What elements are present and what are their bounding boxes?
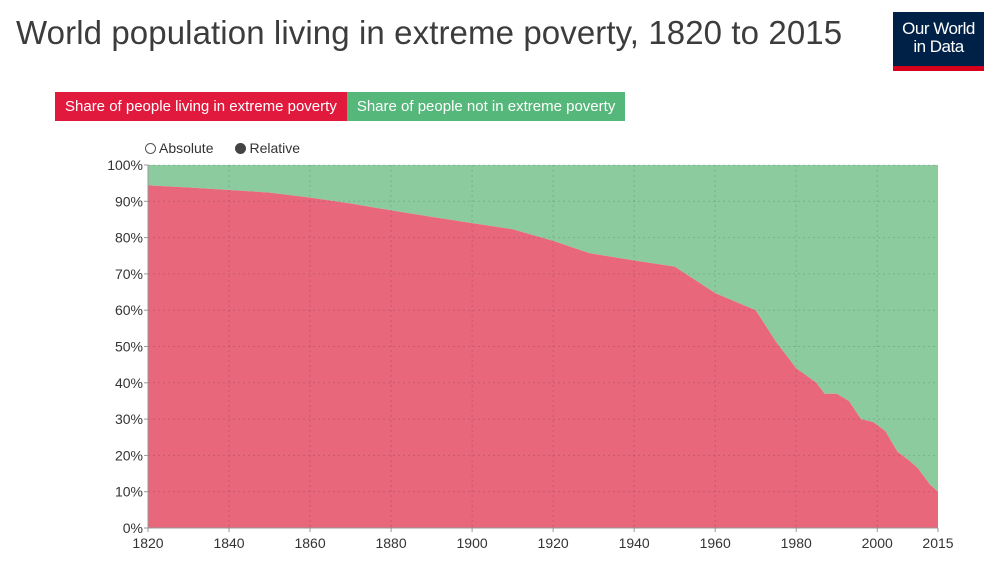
x-tick-label: 1900 (457, 535, 488, 551)
x-tick-label: 1840 (213, 535, 244, 551)
chart-title: World population living in extreme pover… (16, 14, 843, 51)
area-not-extreme-poverty[interactable] (148, 165, 938, 492)
y-tick-label: 0% (123, 520, 143, 536)
x-tick-label: 2000 (862, 535, 893, 551)
legend: Share of people living in extreme povert… (55, 92, 626, 121)
y-tick-label: 80% (115, 230, 143, 246)
radio-empty-icon (145, 142, 156, 154)
y-tick-label: 10% (115, 484, 143, 500)
owid-logo[interactable]: Our World in Data (893, 12, 984, 71)
chart-axes: 0% 10% 20% 30% 40% 50% 60% 70% 80% 90% 100% 1820 184… (107, 157, 954, 551)
x-tick-label: 1860 (294, 535, 325, 551)
relative-label: Relative (249, 140, 301, 156)
legend-item-not-extreme-poverty[interactable]: Share of people not in extreme poverty (346, 92, 626, 121)
area-extreme-poverty[interactable] (148, 185, 938, 528)
x-tick-label: 1960 (700, 535, 731, 551)
x-tick-label: 1980 (781, 535, 812, 551)
relative-radio[interactable]: Relative (235, 140, 300, 156)
x-tick-label: 1880 (375, 535, 406, 551)
absolute-radio[interactable]: Absolute (145, 140, 213, 156)
logo-line-2: in Data (913, 37, 964, 56)
x-tick-label: 1820 (132, 535, 163, 551)
x-tick-label: 2015 (922, 535, 953, 551)
logo-line-1: Our World (902, 19, 975, 38)
radio-filled-icon (235, 142, 247, 154)
y-tick-label: 70% (115, 266, 143, 282)
chart-gridlines (148, 164, 938, 528)
y-tick-label: 20% (115, 447, 143, 463)
x-tick-label: 1920 (538, 535, 569, 551)
y-tick-label: 50% (115, 339, 143, 355)
y-tick-label: 40% (115, 375, 143, 391)
absolute-relative-toggle: Absolute Relative (145, 140, 322, 156)
y-tick-label: 60% (115, 302, 143, 318)
y-tick-label: 100% (107, 157, 143, 173)
logo-accent-bar (893, 66, 984, 71)
legend-item-extreme-poverty[interactable]: Share of people living in extreme povert… (55, 92, 347, 121)
chart-areas (148, 165, 938, 528)
x-tick-label: 1940 (619, 535, 650, 551)
absolute-label: Absolute (159, 140, 214, 156)
y-tick-label: 90% (115, 193, 143, 209)
y-tick-label: 30% (115, 411, 143, 427)
